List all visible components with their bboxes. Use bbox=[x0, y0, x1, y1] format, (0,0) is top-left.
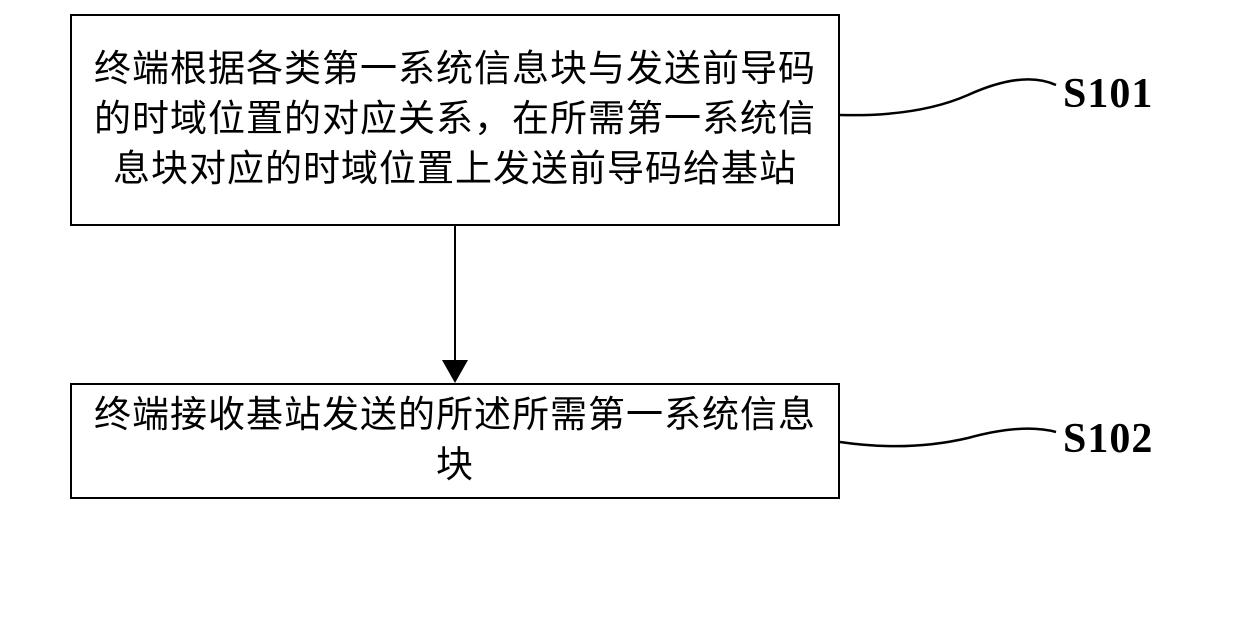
flow-arrow-1 bbox=[449, 226, 461, 383]
curve-connector-1-icon bbox=[838, 35, 1068, 135]
step-label-2: S102 bbox=[1063, 415, 1153, 463]
arrow-head-icon bbox=[442, 360, 468, 383]
flow-step-1-text: 终端根据各类第一系统信息块与发送前导码的时域位置的对应关系，在所需第一系统信息块… bbox=[92, 45, 818, 195]
arrow-line bbox=[454, 226, 456, 367]
step-label-1: S101 bbox=[1063, 70, 1153, 118]
flowchart-container: 终端根据各类第一系统信息块与发送前导码的时域位置的对应关系，在所需第一系统信息块… bbox=[0, 0, 1239, 624]
step-label-2-container: S102 bbox=[838, 390, 1188, 490]
flow-step-1: 终端根据各类第一系统信息块与发送前导码的时域位置的对应关系，在所需第一系统信息块… bbox=[70, 14, 840, 226]
step-label-1-container: S101 bbox=[838, 35, 1188, 135]
flow-step-2-text: 终端接收基站发送的所述所需第一系统信息块 bbox=[92, 391, 818, 491]
curve-connector-2-icon bbox=[838, 390, 1068, 490]
flow-step-2: 终端接收基站发送的所述所需第一系统信息块 bbox=[70, 383, 840, 499]
